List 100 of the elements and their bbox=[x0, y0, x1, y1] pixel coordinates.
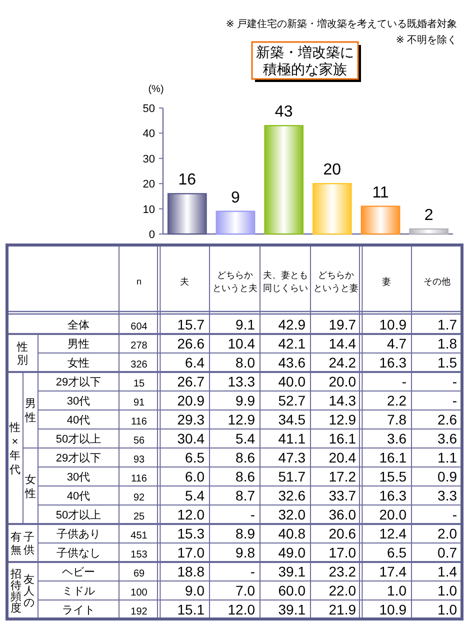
data-label: 1.5 bbox=[438, 354, 458, 370]
data-label: 32.6 bbox=[278, 488, 306, 504]
data-label: 39.1 bbox=[278, 602, 306, 618]
data-label: 326 bbox=[130, 360, 148, 370]
text: ※ 不明を除く bbox=[396, 34, 457, 46]
data-label: 3.3 bbox=[438, 488, 458, 504]
x-tick-label: どちらかというと妻 bbox=[313, 270, 358, 293]
data-label: 26.7 bbox=[177, 374, 205, 390]
data-label: 17.0 bbox=[328, 544, 356, 560]
data-label: 93 bbox=[133, 454, 145, 466]
data-label: 2.0 bbox=[438, 526, 458, 542]
data-label: 15.3 bbox=[177, 526, 205, 542]
data-label: 12.0 bbox=[228, 602, 256, 618]
bar bbox=[409, 228, 449, 235]
data-label: 51.7 bbox=[278, 468, 306, 484]
data-label: 0.9 bbox=[438, 468, 458, 484]
data-label: 6.5 bbox=[387, 544, 407, 560]
y-tick-label: 40 bbox=[142, 128, 155, 140]
y-tick-label: 30代 bbox=[66, 396, 90, 408]
data-label: 8.0 bbox=[236, 354, 256, 370]
data-label: 1.7 bbox=[438, 316, 458, 332]
x-tick-label: 夫 bbox=[180, 276, 189, 286]
data-label: 16.1 bbox=[379, 450, 407, 466]
data-label: 9.8 bbox=[236, 544, 256, 560]
data-label: 8.6 bbox=[236, 450, 256, 466]
data-label: 69 bbox=[133, 568, 145, 580]
data-label: 8.9 bbox=[236, 526, 256, 542]
data-label: 47.3 bbox=[278, 450, 306, 466]
data-label: 25 bbox=[133, 512, 145, 522]
data-label: 42.1 bbox=[278, 336, 306, 352]
data-label: 43 bbox=[274, 104, 293, 121]
text: - bbox=[452, 392, 457, 408]
data-label: 1.4 bbox=[438, 564, 458, 580]
y-tick-label: 女性 bbox=[68, 358, 90, 370]
data-label: 9.9 bbox=[236, 392, 256, 408]
chart-title: 新築・増改築に積極的な家族 bbox=[256, 44, 354, 77]
data-label: 23.2 bbox=[328, 564, 356, 580]
text: - bbox=[250, 564, 255, 580]
data-label: 21.9 bbox=[328, 602, 356, 618]
data-label: 14.4 bbox=[328, 336, 356, 352]
x-tick-label: その他 bbox=[423, 276, 450, 286]
data-label: 6.4 bbox=[185, 354, 205, 370]
y-tick-label: 子供あり bbox=[56, 528, 100, 540]
data-label: 1.0 bbox=[438, 582, 458, 598]
data-label: 9 bbox=[231, 189, 240, 206]
data-label: 16 bbox=[178, 172, 196, 189]
y-tick-label: 全体 bbox=[68, 320, 90, 332]
data-label: 116 bbox=[131, 474, 148, 484]
y-tick-label: ヘビー bbox=[62, 566, 95, 578]
x-tick-label: 妻 bbox=[382, 276, 391, 286]
data-label: 42.9 bbox=[278, 316, 306, 332]
data-label: 12.0 bbox=[177, 506, 205, 522]
data-label: 29.3 bbox=[177, 412, 205, 428]
data-label: 56 bbox=[133, 436, 145, 446]
data-label: 5.4 bbox=[185, 488, 205, 504]
data-label: 0.7 bbox=[438, 544, 458, 560]
data-label: 20.4 bbox=[328, 450, 356, 466]
data-label: 3.6 bbox=[387, 430, 407, 446]
text: 性別 bbox=[16, 342, 28, 366]
text: ※ 戸建住宅の新築・増改築を考えている既婚者対象 bbox=[226, 18, 457, 30]
data-label: 2 bbox=[424, 206, 434, 224]
data-label: 17.2 bbox=[328, 468, 356, 484]
y-tick-label: 50才以上 bbox=[56, 432, 102, 446]
data-label: 24.2 bbox=[328, 354, 356, 370]
text: 性×年代 bbox=[8, 422, 20, 476]
data-label: 10.9 bbox=[379, 602, 407, 618]
data-label: 6.0 bbox=[185, 468, 205, 484]
data-label: 18.8 bbox=[177, 564, 205, 580]
data-label: 15.1 bbox=[177, 602, 205, 618]
data-label: 10.4 bbox=[228, 336, 256, 352]
bar bbox=[312, 183, 352, 235]
data-label: 2.2 bbox=[387, 392, 407, 408]
data-label: 278 bbox=[130, 340, 148, 352]
data-label: 4.7 bbox=[387, 336, 407, 352]
data-label: 5.4 bbox=[236, 430, 256, 446]
data-label: 192 bbox=[130, 606, 148, 618]
data-label: 7.8 bbox=[387, 412, 407, 428]
y-tick-label: 30代 bbox=[66, 472, 90, 484]
text: - bbox=[250, 506, 255, 522]
text: 男性 bbox=[24, 398, 36, 424]
data-label: 16.3 bbox=[379, 488, 407, 504]
y-tick-label: 29才以下 bbox=[56, 452, 102, 464]
y-tick-label: 50 bbox=[142, 103, 155, 115]
data-label: 14.3 bbox=[328, 392, 356, 408]
data-label: 100 bbox=[130, 588, 148, 598]
data-label: 451 bbox=[130, 530, 148, 542]
data-label: 16.3 bbox=[379, 354, 407, 370]
data-label: 10.9 bbox=[379, 316, 407, 332]
data-label: 32.0 bbox=[278, 506, 306, 522]
data-label: 19.7 bbox=[328, 316, 356, 332]
y-tick-label: 子供なし bbox=[56, 548, 100, 560]
data-label: 43.6 bbox=[278, 354, 306, 370]
data-label: 36.0 bbox=[328, 506, 356, 522]
y-tick-label: 50才以上 bbox=[56, 508, 102, 522]
x-tick-label: n bbox=[136, 276, 142, 286]
data-label: 33.7 bbox=[328, 488, 356, 504]
data-label: 11 bbox=[372, 184, 389, 202]
data-label: 12.4 bbox=[379, 526, 407, 542]
data-label: 91 bbox=[133, 398, 145, 408]
data-label: 20 bbox=[323, 162, 342, 179]
